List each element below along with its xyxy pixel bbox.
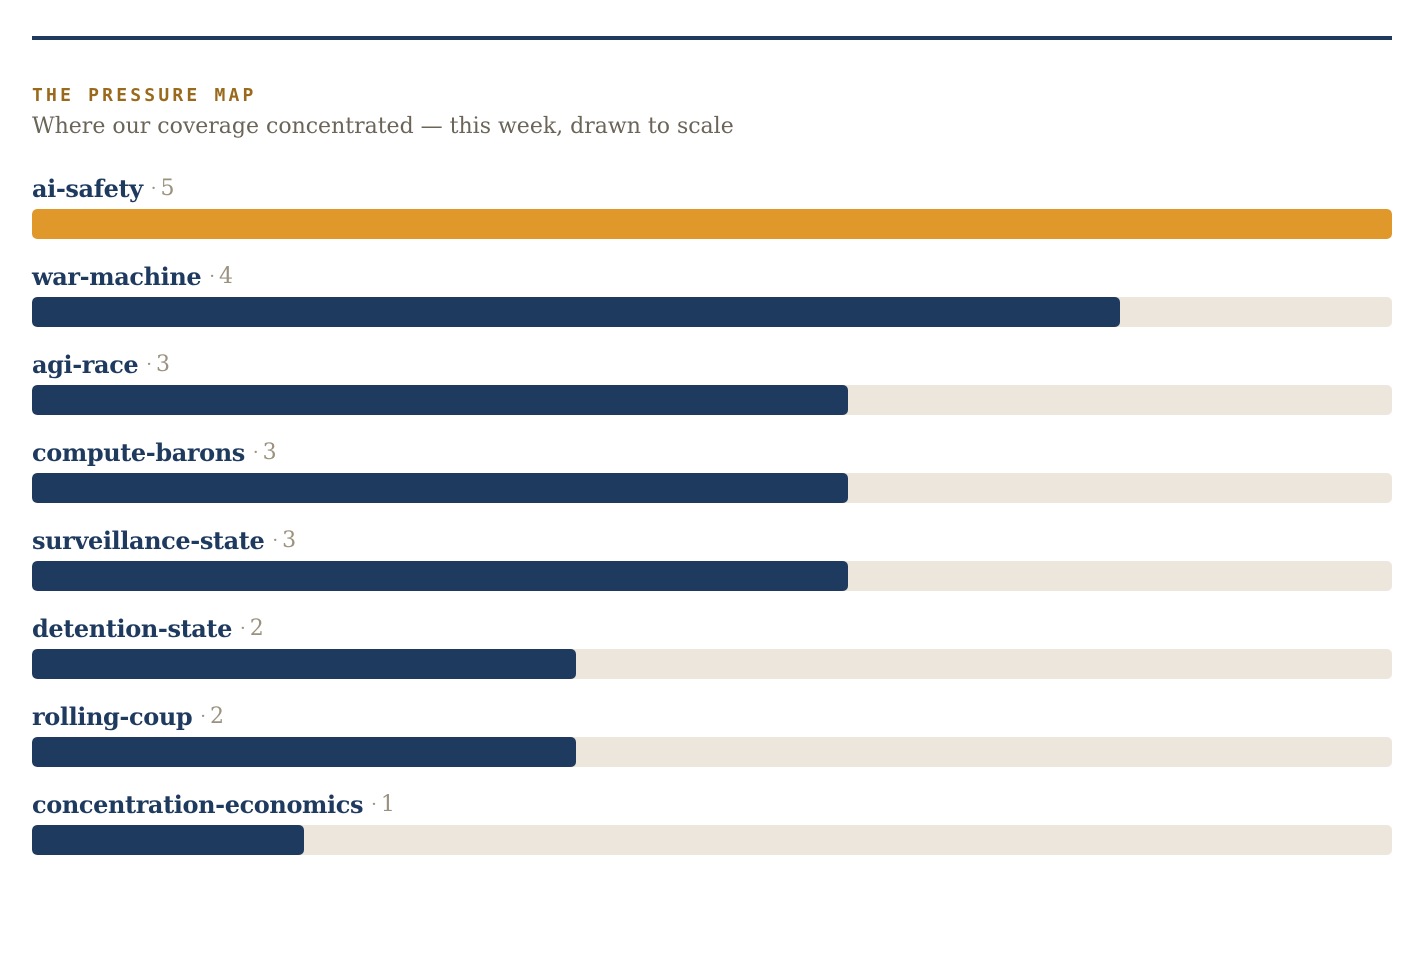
bar-label: agi-race · 3 (32, 339, 1392, 385)
bar (32, 209, 1392, 239)
bar-row: war-machine · 4 (32, 251, 1392, 339)
topic-name: ai-safety (32, 173, 143, 203)
bar-row: agi-race · 3 (32, 339, 1392, 427)
bar-row: rolling-coup · 2 (32, 691, 1392, 779)
topic-name: detention-state (32, 613, 232, 643)
bar-row: compute-barons · 3 (32, 427, 1392, 515)
topic-count: 3 (156, 351, 171, 377)
bar-label: detention-state · 2 (32, 603, 1392, 649)
bar-track (32, 297, 1392, 327)
bar-label: concentration-economics · 1 (32, 779, 1392, 825)
topic-count: 3 (282, 527, 297, 553)
topic-count: 3 (262, 439, 277, 465)
pressure-map-panel: THE PRESSURE MAP Where our coverage conc… (32, 36, 1392, 867)
bar-track (32, 825, 1392, 855)
bar-track (32, 561, 1392, 591)
separator-dot: · (252, 441, 259, 463)
top-rule (32, 36, 1392, 40)
bar (32, 297, 1120, 327)
bar (32, 649, 576, 679)
bar-row: ai-safety · 5 (32, 163, 1392, 251)
topic-count: 2 (249, 615, 264, 641)
bar-row: concentration-economics · 1 (32, 779, 1392, 867)
topic-name: concentration-economics (32, 789, 364, 819)
topic-count: 2 (209, 703, 224, 729)
chart-kicker: THE PRESSURE MAP (32, 85, 257, 106)
bar-track (32, 209, 1392, 239)
bar (32, 825, 304, 855)
bar-row: surveillance-state · 3 (32, 515, 1392, 603)
topic-name: agi-race (32, 349, 139, 379)
topic-count: 5 (160, 175, 175, 201)
bar-label: rolling-coup · 2 (32, 691, 1392, 737)
separator-dot: · (200, 705, 206, 727)
bar (32, 473, 848, 503)
bar-track (32, 473, 1392, 503)
bar-label: compute-barons · 3 (32, 427, 1392, 473)
topic-count: 4 (219, 263, 233, 289)
bar-track (32, 649, 1392, 679)
topic-name: rolling-coup (32, 701, 193, 731)
separator-dot: · (272, 529, 279, 551)
separator-dot: · (209, 265, 215, 287)
bar (32, 385, 848, 415)
separator-dot: · (146, 353, 153, 375)
topic-name: surveillance-state (32, 525, 265, 555)
bar-row: detention-state · 2 (32, 603, 1392, 691)
bar-label: war-machine · 4 (32, 251, 1392, 297)
bar-track (32, 737, 1392, 767)
separator-dot: · (239, 617, 246, 639)
topic-name: compute-barons (32, 437, 245, 467)
bar-label: surveillance-state · 3 (32, 515, 1392, 561)
separator-dot: · (371, 793, 377, 815)
bar-rows: ai-safety · 5 war-machine · 4 agi-race · 3 comput… (32, 163, 1392, 867)
bar-label: ai-safety · 5 (32, 163, 1392, 209)
topic-name: war-machine (32, 261, 202, 291)
separator-dot: · (150, 177, 157, 199)
topic-count: 1 (380, 791, 395, 817)
bar (32, 737, 576, 767)
bar-track (32, 385, 1392, 415)
bar (32, 561, 848, 591)
chart-subtitle: Where our coverage concentrated — this w… (32, 114, 734, 139)
